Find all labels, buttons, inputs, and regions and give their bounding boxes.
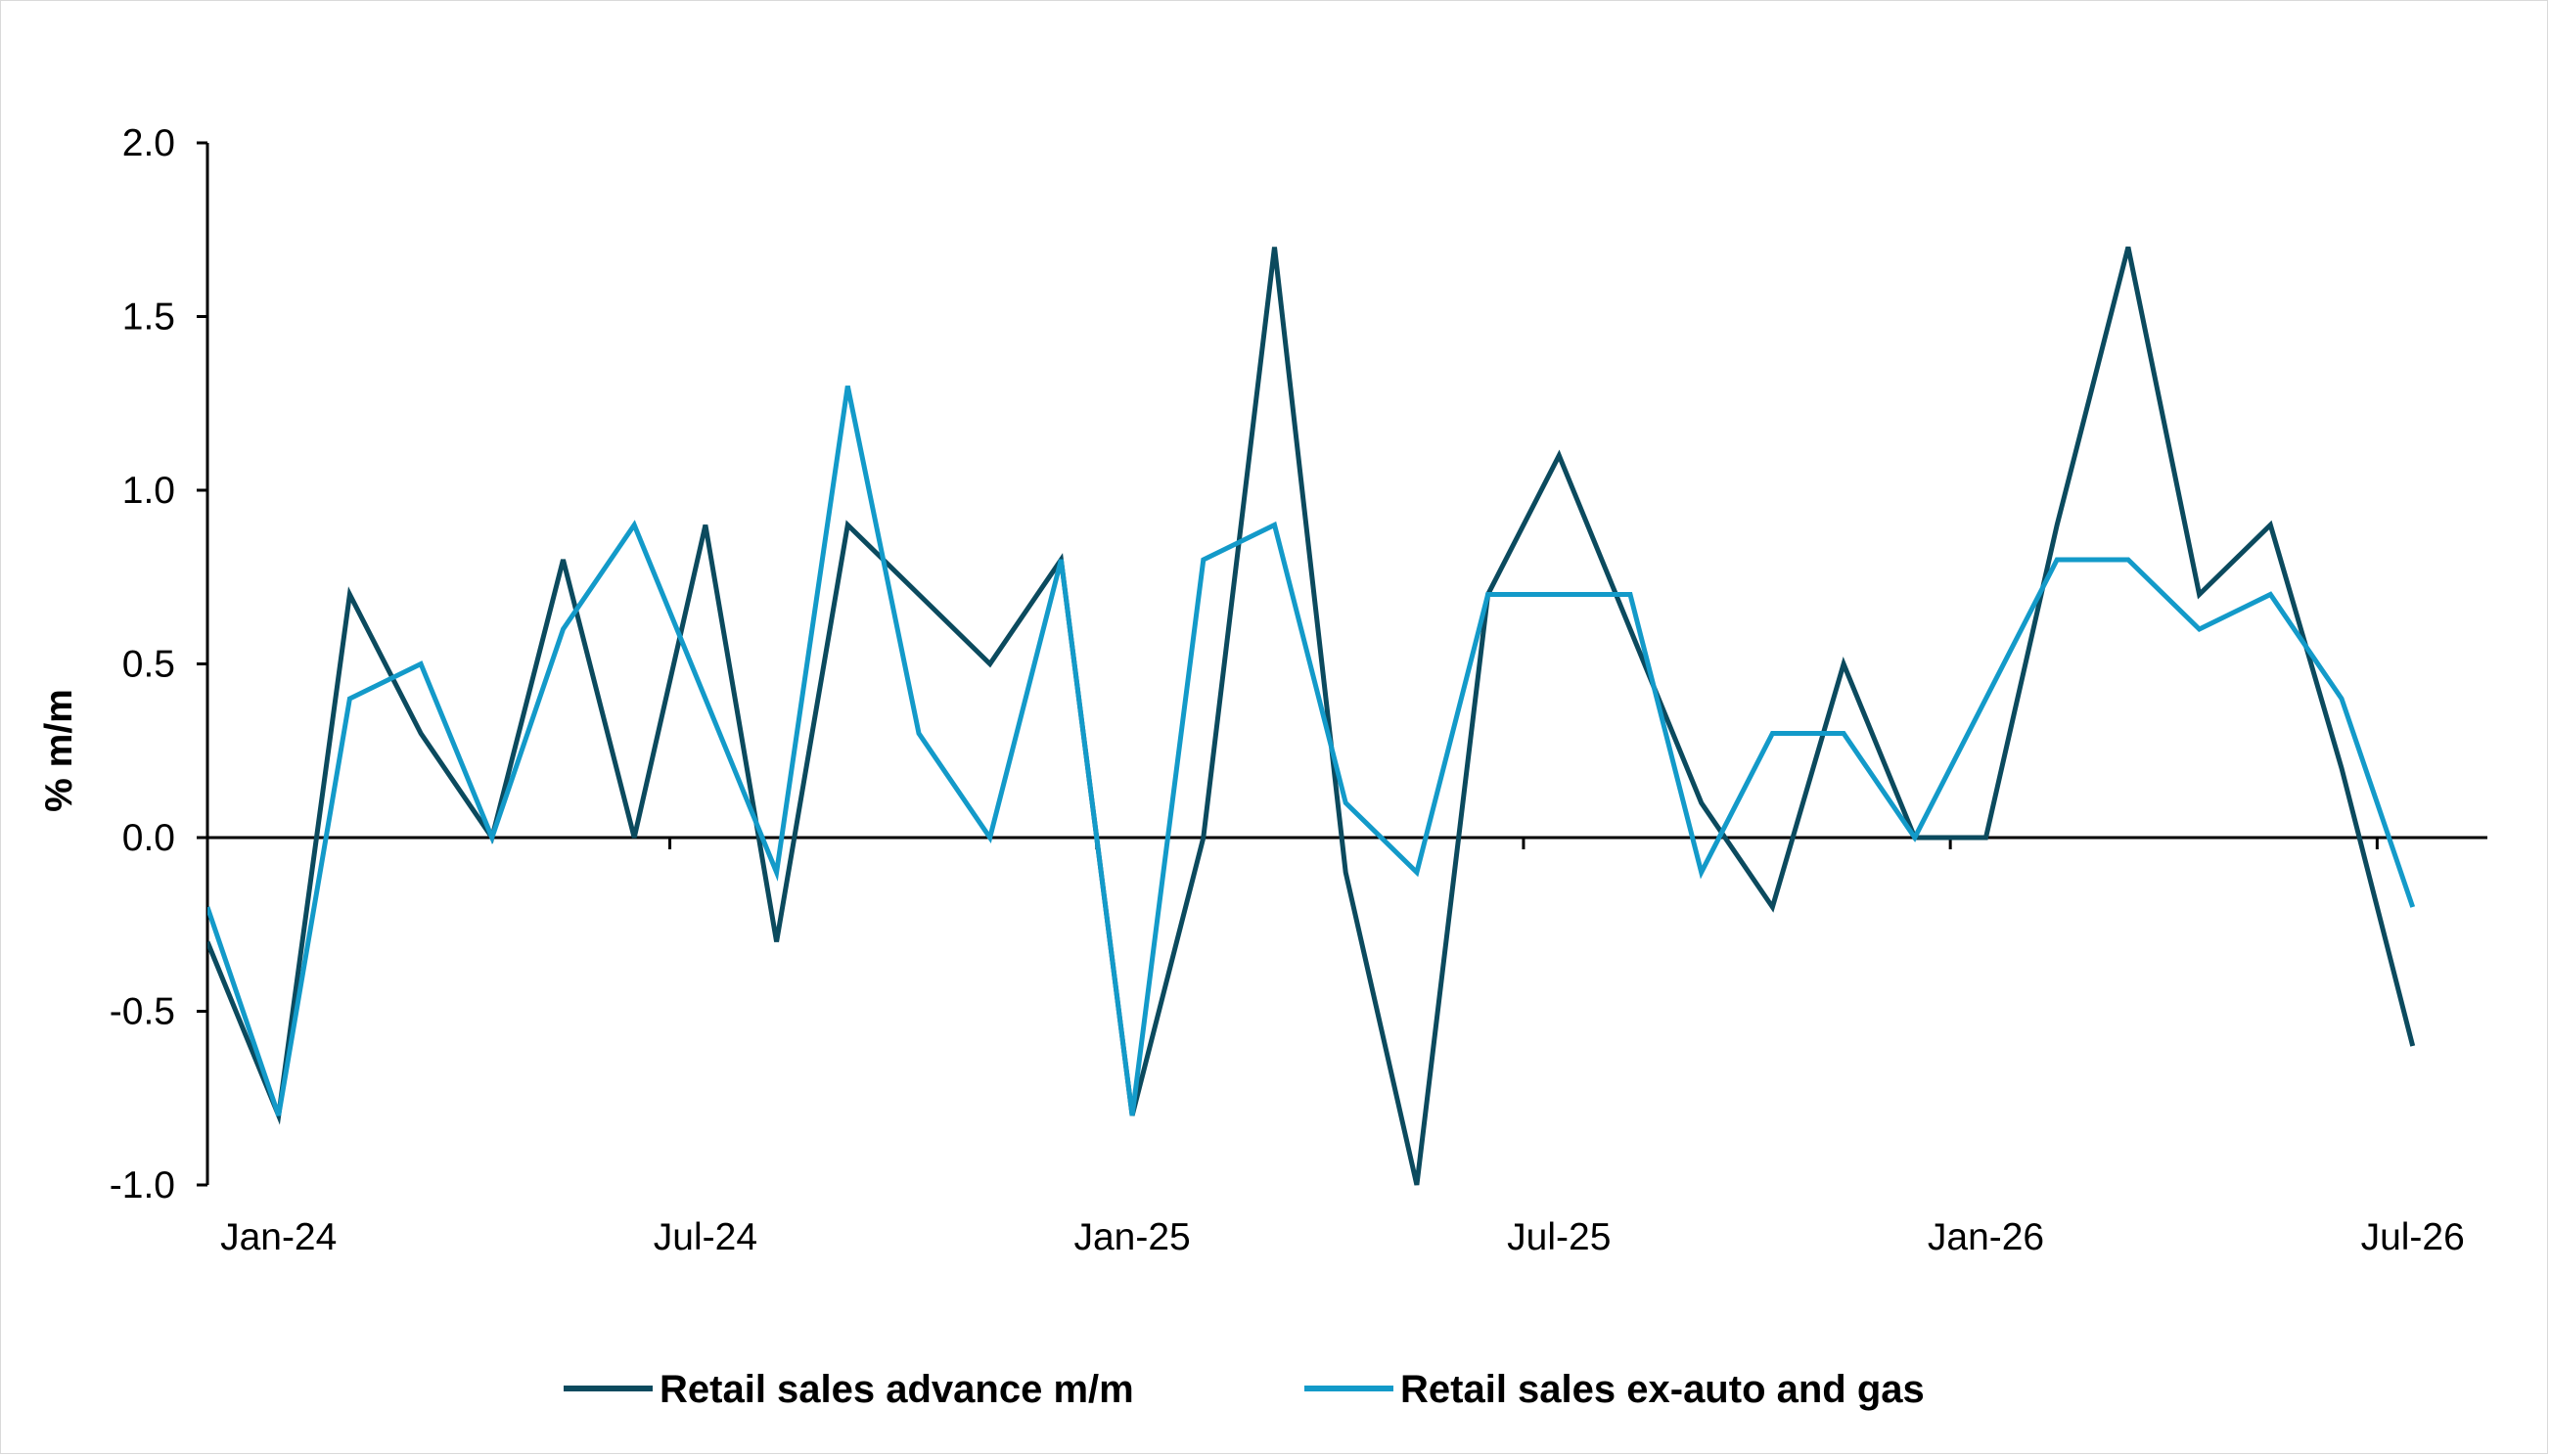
legend-label-retail-sales-ex-auto-gas: Retail sales ex-auto and gas (1400, 1368, 1925, 1411)
legend-label-retail-sales-advance: Retail sales advance m/m (660, 1368, 1134, 1411)
legend: Retail sales advance m/m Retail sales ex… (564, 1368, 1925, 1411)
x-tick-label-4: Jan-26 (1928, 1216, 2044, 1258)
x-tick-label-0: Jan-24 (220, 1216, 337, 1258)
y-tick-label-6: -1.0 (110, 1164, 175, 1206)
x-ticks (668, 838, 2379, 849)
plot-lines (207, 246, 2416, 1186)
legend-item-retail-sales-ex-auto-gas: Retail sales ex-auto and gas (1304, 1368, 1925, 1411)
y-tick-label-3: 0.5 (122, 644, 175, 686)
x-tick-label-5: Jul-26 (2361, 1216, 2465, 1258)
x-tick-labels: Jan-24 Jul-24 Jan-25 Jul-25 Jan-26 Jul-26 (220, 1216, 2465, 1258)
y-ticks (197, 141, 207, 1187)
legend-item-retail-sales-advance: Retail sales advance m/m (564, 1368, 1134, 1411)
y-tick-label-0: 2.0 (122, 122, 175, 164)
y-axis: 2.0 1.5 1.0 0.5 0.0 -0.5 -1.0 (110, 122, 209, 1206)
y-tick-label-1: 1.5 (122, 296, 175, 339)
x-tick-label-1: Jul-24 (654, 1216, 757, 1258)
x-tick-label-3: Jul-25 (1507, 1216, 1611, 1258)
series-line-retail-sales-advance (207, 246, 2416, 1186)
y-tick-label-5: -0.5 (110, 991, 175, 1033)
x-tick-label-2: Jan-25 (1073, 1216, 1190, 1258)
x-axis: Jan-24 Jul-24 Jan-25 Jul-25 Jan-26 Jul-26 (207, 836, 2487, 1258)
y-tick-label-4: 0.0 (122, 817, 175, 859)
series-line-retail-sales-ex-auto-gas (207, 385, 2416, 1116)
y-tick-label-2: 1.0 (122, 470, 175, 512)
y-axis-title: % m/m (38, 689, 80, 812)
y-tick-labels: 2.0 1.5 1.0 0.5 0.0 -0.5 -1.0 (110, 122, 175, 1206)
